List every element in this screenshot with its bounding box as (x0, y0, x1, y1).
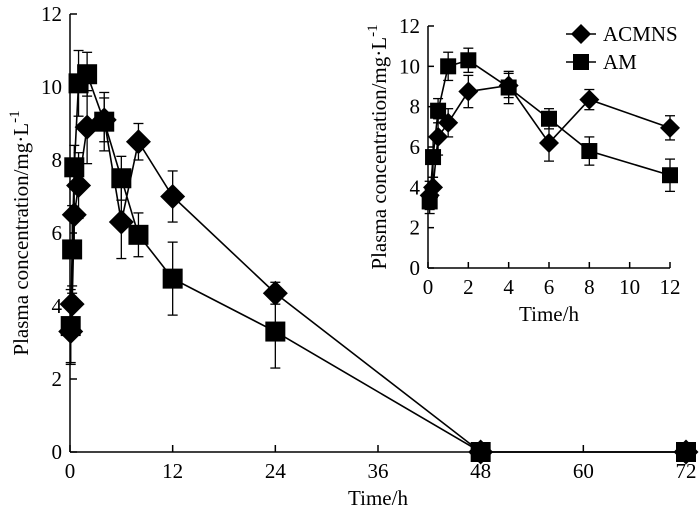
inset-point-acmns (458, 81, 479, 102)
inset-x-tick-label: 0 (423, 275, 434, 299)
main-y-tick-label: 2 (52, 367, 63, 391)
inset-point-acmns (423, 177, 444, 198)
inset-x-tick-label: 8 (584, 275, 595, 299)
main-point-am (162, 268, 183, 289)
inset-point-am (425, 149, 442, 166)
inset-point-acmns (660, 117, 680, 138)
main-point-acmns (61, 202, 87, 228)
legend: ACMNS AM (566, 22, 678, 74)
main-point-am (111, 168, 132, 189)
main-x-tick-label: 60 (573, 459, 594, 483)
main-y-tick-label: 0 (52, 440, 63, 464)
inset-y-tick-label: 6 (410, 135, 421, 159)
inset-point-am (662, 167, 678, 184)
main-point-acmns (59, 291, 85, 317)
inset-point-am (430, 102, 447, 119)
main-x-axis-title: Time/h (348, 486, 408, 510)
inset-x-tick-label: 6 (544, 275, 555, 299)
main-point-am (62, 239, 83, 260)
main-point-am (77, 64, 98, 85)
main-point-am (676, 442, 696, 462)
main-x-tick-label: 72 (676, 459, 697, 483)
main-y-axis-title-superscript: -1 (7, 110, 23, 123)
main-point-am (470, 442, 491, 462)
main-point-am (128, 224, 149, 245)
main-point-am (64, 157, 85, 178)
inset-chart: 0 2 4 6 8 10 12 0 2 4 6 8 10 12 Time/h Plasma concentra… (365, 14, 681, 326)
main-point-am (94, 111, 115, 132)
inset-point-am (460, 52, 477, 69)
main-y-tick-label: 4 (52, 294, 63, 318)
main-point-am (60, 316, 81, 337)
inset-point-am (440, 58, 457, 75)
main-point-acmns (66, 173, 92, 199)
main-x-tick-label: 36 (368, 459, 389, 483)
main-x-tick-label: 48 (470, 459, 491, 483)
legend-label-acmns: ACMNS (603, 22, 678, 46)
inset-x-tick-label: 2 (463, 275, 474, 299)
main-point-acmns (160, 184, 186, 209)
main-y-axis-title-text: Plasma concentration/mg·L (9, 123, 33, 356)
inset-y-tick-label: 10 (399, 54, 420, 78)
inset-x-tick-label: 4 (503, 275, 514, 299)
inset-x-axis-title: Time/h (519, 302, 579, 326)
inset-y-tick-label: 8 (410, 95, 421, 119)
main-y-axis-title: Plasma concentration/mg·L-1 (7, 110, 33, 355)
inset-point-am (541, 110, 557, 127)
inset-line-am (428, 59, 671, 202)
main-point-acmns (125, 129, 151, 155)
inset-point-am (500, 79, 517, 96)
legend-marker-am (573, 54, 589, 70)
main-y-tick-label: 12 (41, 2, 62, 26)
main-x-tick-label: 12 (162, 459, 183, 483)
inset-y-tick-label: 12 (399, 14, 420, 38)
inset-y-axis-title-superscript: -1 (365, 24, 381, 37)
main-x-tick-label: 24 (265, 459, 287, 483)
inset-x-tick-label: 10 (619, 275, 640, 299)
inset-point-acmns (579, 89, 600, 110)
inset-series-acmns (419, 72, 680, 211)
legend-label-am: AM (603, 50, 637, 74)
main-point-am (265, 321, 286, 342)
inset-point-acmns (539, 132, 559, 153)
inset-y-axis-title: Plasma concentration/mg·L-1 (365, 24, 391, 269)
inset-x-tick-label: 12 (660, 275, 681, 299)
main-point-acmns (108, 209, 134, 235)
inset-y-axis-title-text: Plasma concentration/mg·L (367, 37, 391, 270)
inset-y-tick-label: 4 (410, 175, 421, 199)
main-y-tick-label: 10 (41, 75, 62, 99)
main-x-tick-label: 0 (65, 459, 76, 483)
inset-series-am (421, 47, 678, 215)
main-y-tick-label: 8 (52, 148, 63, 172)
main-point-acmns (262, 280, 288, 306)
main-series-am (60, 49, 696, 462)
inset-point-am (581, 143, 598, 160)
inset-y-tick-label: 2 (410, 216, 421, 240)
inset-y-tick-label: 0 (410, 256, 421, 280)
inset-point-am (421, 193, 438, 210)
legend-marker-acmns (571, 24, 591, 44)
main-y-tick-label: 6 (52, 221, 63, 245)
